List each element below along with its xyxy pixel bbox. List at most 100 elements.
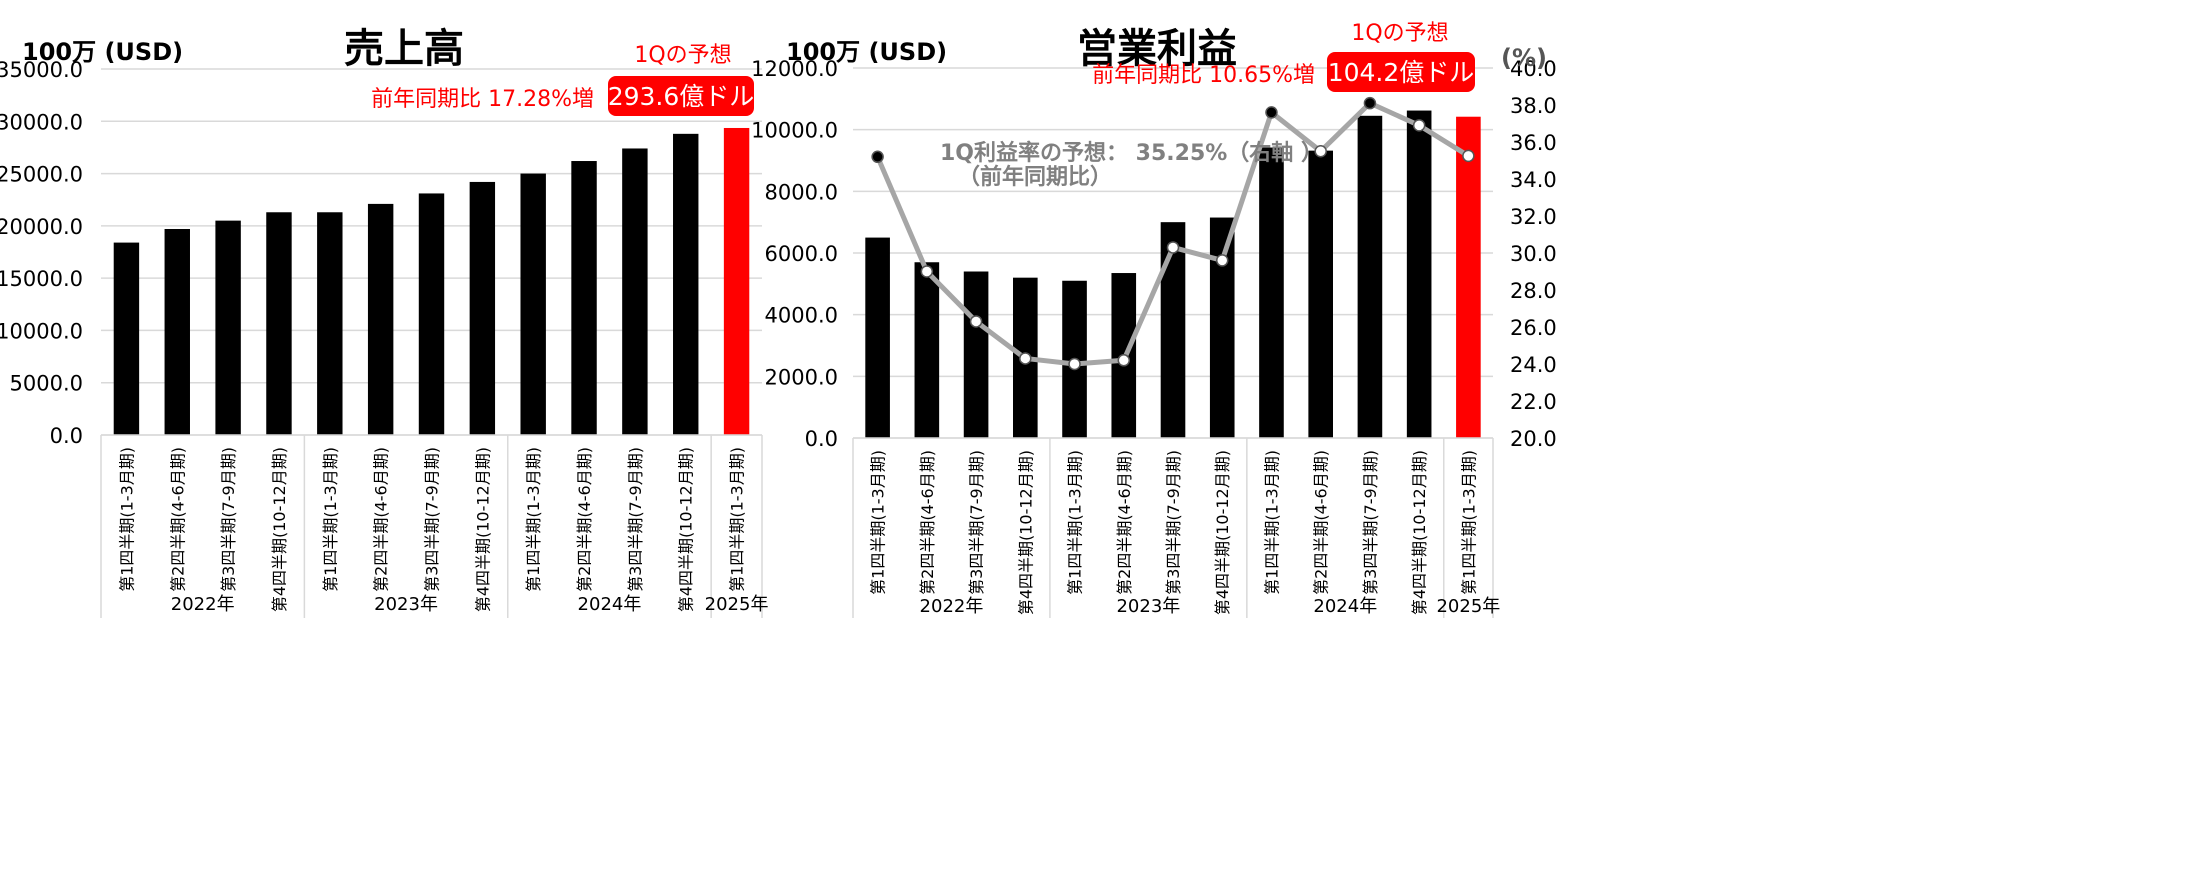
bar <box>1209 217 1235 438</box>
bar <box>673 133 699 435</box>
x-tick-label: 第1四半期(1-3月期) <box>869 450 888 595</box>
bar <box>469 181 496 435</box>
bar <box>914 262 940 438</box>
margin-point <box>1117 354 1131 367</box>
bar <box>418 193 445 435</box>
year-group-label: 2023年 <box>1116 596 1180 617</box>
chart-title: 営業利益 <box>1077 26 1237 72</box>
y-tick-label: 35000.0 <box>0 58 83 82</box>
forecast-yoy: 前年同期比 10.65%増 <box>1092 63 1315 88</box>
y-tick-label: 12000.0 <box>751 57 838 81</box>
x-tick-label: 第3四半期(7-9月期) <box>219 447 238 592</box>
forecast-bar <box>723 127 750 436</box>
x-tick-label: 第1四半期(1-3月期) <box>1459 450 1478 595</box>
forecast-yoy: 前年同期比 17.28%増 <box>371 87 594 112</box>
x-tick-label: 第4四半期(10-12月期) <box>473 447 492 612</box>
forecast-box <box>1327 52 1475 92</box>
x-tick-label: 第3四半期(7-9月期) <box>1361 450 1380 595</box>
x-tick-label: 第4四半期(10-12月期) <box>1410 450 1429 615</box>
x-tick-label: 第2四半期(4-6月期) <box>372 447 391 592</box>
y-tick-label: 0.0 <box>50 424 83 448</box>
y-right-tick-label: 30.0 <box>1510 242 1557 266</box>
y-right-tick-label: 28.0 <box>1510 279 1557 303</box>
x-tick-label: 第1四半期(1-3月期) <box>524 447 543 592</box>
margin-point <box>1265 106 1278 119</box>
bar <box>571 161 597 435</box>
y-tick-label: 0.0 <box>805 427 838 451</box>
x-tick-label: 第1四半期(1-3月期) <box>321 447 340 592</box>
bar <box>113 242 140 435</box>
y-right-tick-label: 24.0 <box>1510 353 1557 377</box>
margin-point <box>920 265 934 278</box>
x-tick-label: 第2四半期(4-6月期) <box>918 450 937 595</box>
y-tick-label: 20000.0 <box>0 215 83 239</box>
bar <box>1308 150 1333 438</box>
x-tick-label: 第1四半期(1-3月期) <box>1066 450 1085 595</box>
y-right-tick-label: 36.0 <box>1510 131 1557 155</box>
forecast-box <box>608 76 754 116</box>
year-group-label: 2022年 <box>920 596 984 617</box>
margin-point <box>1314 145 1327 158</box>
x-tick-label: 第4四半期(10-12月期) <box>1213 450 1232 615</box>
bar <box>1160 222 1186 438</box>
margin-point <box>969 315 983 328</box>
y-tick-label: 25000.0 <box>0 163 83 187</box>
y-tick-label: 30000.0 <box>0 110 83 134</box>
chart-title: 売上高 <box>344 26 464 72</box>
margin-point <box>1462 149 1475 163</box>
y-right-tick-label: 26.0 <box>1510 316 1557 340</box>
x-tick-label: 第3四半期(7-9月期) <box>423 447 442 592</box>
x-tick-label: 第2四半期(4-6月期) <box>1312 450 1331 595</box>
forecast-value: 293.6億ドル <box>608 82 755 111</box>
x-tick-label: 第4四半期(10-12月期) <box>270 447 289 612</box>
y-right-tick-label: 38.0 <box>1510 94 1557 118</box>
bar <box>1357 115 1383 439</box>
x-tick-label: 第2四半期(4-6月期) <box>575 447 594 592</box>
y-right-tick-label: 20.0 <box>1510 427 1557 451</box>
unit-label: 100万 (USD) <box>786 38 947 66</box>
bar <box>963 271 989 438</box>
forecast-value: 104.2億ドル <box>1328 58 1475 87</box>
margin-point <box>1019 352 1032 365</box>
x-tick-label: 第4四半期(10-12月期) <box>1016 450 1035 615</box>
margin-point <box>1363 96 1377 110</box>
year-group-label: 2025年 <box>1436 596 1500 617</box>
forecast-header: 1Qの予想 <box>634 43 731 68</box>
bar <box>367 203 394 435</box>
year-group-label: 2025年 <box>705 594 769 615</box>
y-right-tick-label: 22.0 <box>1510 390 1557 414</box>
margin-point <box>871 150 884 164</box>
bar <box>215 220 241 435</box>
forecast-bar <box>1456 116 1481 438</box>
margin-note: 1Q利益率の予想： 35.25%（右軸 ） <box>940 140 1323 166</box>
bar <box>520 173 546 436</box>
x-tick-label: 第3四半期(7-9月期) <box>1164 450 1183 595</box>
x-tick-label: 第2四半期(4-6月期) <box>1115 450 1134 595</box>
y-right-tick-label: 40.0 <box>1510 57 1557 81</box>
year-group-label: 2022年 <box>171 594 235 615</box>
margin-point <box>1412 119 1426 132</box>
x-tick-label: 第3四半期(7-9月期) <box>626 447 645 592</box>
x-tick-label: 第1四半期(1-3月期) <box>1262 450 1281 595</box>
margin-point <box>1166 241 1180 254</box>
year-group-label: 2024年 <box>578 594 642 615</box>
sales-chart: 0.0 5000.0 10000.0 15000.0 20000.0 25000.0 300… <box>0 26 768 618</box>
bar <box>622 148 648 435</box>
forecast-header: 1Qの予想 <box>1351 21 1448 46</box>
x-tick-label: 第2四半期(4-6月期) <box>168 447 187 592</box>
y-tick-label: 5000.0 <box>10 372 83 396</box>
margin-point <box>1215 254 1229 267</box>
y-tick-label: 10000.0 <box>0 319 83 343</box>
x-tick-label: 第1四半期(1-3月期) <box>728 447 747 592</box>
margin-point <box>1068 357 1081 371</box>
bar <box>164 228 190 435</box>
margin-note: （前年同期比） <box>958 164 1112 190</box>
bar <box>266 212 292 435</box>
unit-label: 100万 (USD) <box>22 38 183 66</box>
x-tick-label: 第3四半期(7-9月期) <box>967 450 986 595</box>
x-tick-label: 第4四半期(10-12月期) <box>677 447 696 612</box>
bar <box>1406 110 1432 439</box>
x-tick-label: 第1四半期(1-3月期) <box>117 447 136 592</box>
y-tick-label: 8000.0 <box>765 180 838 204</box>
